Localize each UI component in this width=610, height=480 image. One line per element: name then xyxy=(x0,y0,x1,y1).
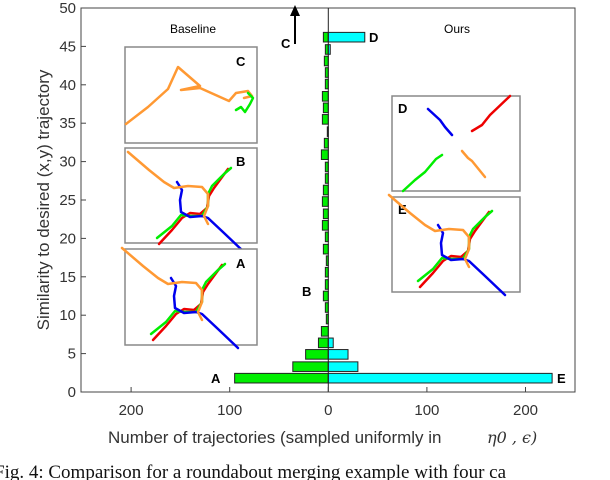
inset-d: D xyxy=(391,94,521,193)
trajectory-blue xyxy=(426,107,454,137)
arrow-up-icon xyxy=(290,5,300,44)
y-tick-label: 35 xyxy=(59,115,76,132)
inset-label: B xyxy=(236,154,245,169)
annotation-a: A xyxy=(211,371,221,386)
inset-b: B xyxy=(124,147,258,254)
y-tick-label: 10 xyxy=(59,307,76,324)
bar-baseline xyxy=(305,349,329,360)
bar-baseline xyxy=(321,114,329,125)
x-tick-label: 200 xyxy=(119,402,144,419)
bar-ours xyxy=(327,31,366,43)
y-tick-label: 50 xyxy=(59,0,76,17)
ticks: 200 100 0 100 200 0 5 10 15 20 25 30 35 40 45 50 xyxy=(59,0,538,419)
inset-label: C xyxy=(236,54,246,69)
bar-ours xyxy=(327,349,349,360)
panel-title-ours: Ours xyxy=(444,22,470,36)
y-tick-label: 25 xyxy=(59,192,76,209)
trajectory-insets: C B A D E xyxy=(120,46,521,350)
trajectory-red xyxy=(151,263,224,342)
annotation-d: D xyxy=(369,30,378,45)
annotation-c: C xyxy=(281,36,291,51)
y-axis-label: Similarity to desired (x,y) trajectory xyxy=(34,69,53,330)
bar-ours xyxy=(327,372,553,384)
bar-ours xyxy=(327,361,359,372)
x-tick-label: 100 xyxy=(217,402,242,419)
bar-baseline xyxy=(322,243,329,255)
x-tick-label: 200 xyxy=(513,402,538,419)
bar-baseline xyxy=(323,55,329,67)
inset-frame xyxy=(124,147,258,244)
y-tick-label: 15 xyxy=(59,269,76,286)
trajectory-green xyxy=(234,91,255,114)
bar-baseline xyxy=(320,326,329,337)
figure-caption: Fig. 4: Comparison for a roundabout merg… xyxy=(0,462,507,480)
trajectory-orange xyxy=(124,65,254,126)
inset-c: C xyxy=(124,46,258,144)
bar-baseline xyxy=(322,102,329,114)
bar-baseline xyxy=(321,220,329,231)
trajectory-red xyxy=(418,210,491,289)
trajectory-red xyxy=(157,167,230,246)
y-tick-label: 30 xyxy=(59,154,76,171)
inset-e: E xyxy=(387,193,521,297)
y-tick-label: 0 xyxy=(68,384,76,401)
trajectory-green xyxy=(401,153,444,193)
inset-frame xyxy=(391,95,521,192)
bar-baseline xyxy=(321,196,329,207)
inset-label: D xyxy=(398,101,407,116)
trajectory-orange xyxy=(126,150,210,226)
bar-baseline xyxy=(322,184,329,196)
bar-baseline xyxy=(320,149,329,160)
trajectory-blue xyxy=(175,180,246,254)
y-tick-label: 20 xyxy=(59,230,76,247)
bar-baseline xyxy=(234,372,329,384)
bar-baseline xyxy=(317,337,329,349)
annotation-b: B xyxy=(302,284,311,299)
inset-frame xyxy=(124,248,258,346)
x-axis-label-math: η0 , ϵ) xyxy=(487,428,537,447)
trajectory-blue xyxy=(169,276,240,350)
bar-baseline xyxy=(322,31,329,43)
trajectory-orange xyxy=(460,149,487,179)
bar-baseline xyxy=(321,91,329,102)
x-tick-label: 100 xyxy=(414,402,439,419)
trajectory-orange xyxy=(120,246,204,322)
bar-baseline xyxy=(322,208,329,220)
bar-baseline xyxy=(322,290,329,302)
y-tick-label: 45 xyxy=(59,38,76,55)
trajectory-orange xyxy=(387,193,471,269)
inset-label: A xyxy=(236,256,246,271)
trajectory-red xyxy=(470,94,512,133)
bar-ours xyxy=(327,337,334,349)
inset-frame xyxy=(391,196,521,293)
panel-title-baseline: Baseline xyxy=(170,22,216,36)
annotation-e: E xyxy=(557,371,566,386)
bar-baseline xyxy=(323,137,329,149)
inset-a: A xyxy=(120,246,258,350)
trajectory-blue xyxy=(436,223,507,297)
x-tick-label: 0 xyxy=(324,402,332,419)
x-axis-label: Number of trajectories (sampled uniforml… xyxy=(108,428,442,447)
y-tick-label: 40 xyxy=(59,77,76,94)
y-tick-label: 5 xyxy=(68,346,76,363)
inset-label: E xyxy=(398,202,407,217)
bar-baseline xyxy=(292,361,329,372)
